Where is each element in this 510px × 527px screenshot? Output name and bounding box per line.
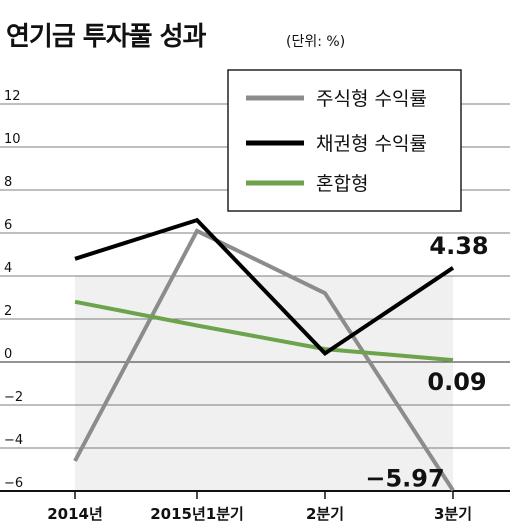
y-tick-label: −6: [4, 476, 23, 491]
data-label: −5.97: [365, 464, 444, 492]
y-tick-label: 12: [4, 89, 21, 104]
legend-label: 채권형 수익률: [316, 133, 427, 155]
y-tick-label: 2: [4, 304, 12, 319]
x-tick-label: 2014년: [47, 505, 103, 523]
x-tick-label: 2분기: [306, 505, 344, 523]
y-tick-label: 8: [4, 175, 12, 190]
series-line-3: [74, 299, 454, 363]
legend-label: 혼합형: [316, 173, 368, 195]
data-label: 4.38: [429, 232, 488, 260]
y-tick-label: 10: [4, 132, 21, 147]
y-tick-label: 6: [4, 218, 12, 233]
y-tick-label: 4: [4, 261, 12, 276]
legend-label: 주식형 수익률: [316, 88, 427, 110]
series-line-2: [74, 217, 455, 356]
y-tick-label: 0: [4, 347, 12, 362]
chart-unit: (단위: %): [286, 34, 346, 50]
x-tick-label: 2015년1분기: [150, 505, 244, 523]
x-tick-label: 3분기: [434, 505, 472, 523]
series-line-1: [73, 228, 455, 492]
data-label: 0.09: [427, 368, 486, 396]
shaded-band: [75, 276, 453, 491]
chart-title: 연기금 투자풀 성과: [6, 22, 206, 52]
y-tick-label: −2: [4, 390, 23, 405]
y-tick-label: −4: [4, 433, 23, 448]
